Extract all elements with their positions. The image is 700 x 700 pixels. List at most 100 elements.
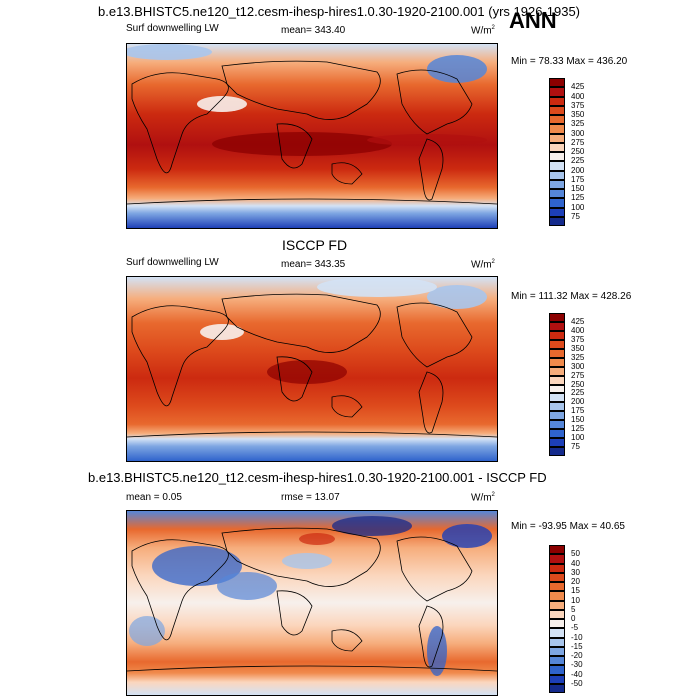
colorbar-tick-label: 150 <box>571 184 585 193</box>
colorbar-box <box>549 411 565 421</box>
colorbar-box <box>549 582 565 592</box>
colorbar-tick-label: 0 <box>571 614 576 623</box>
colorbar-box <box>549 628 565 638</box>
colorbar-tick-label: 50 <box>571 549 580 559</box>
colorbar-box <box>549 545 565 555</box>
colorbar-tick-label: 325 <box>571 119 585 129</box>
colorbar-box <box>549 563 565 573</box>
colorbar-tick-label: 425 <box>571 316 585 326</box>
colorbar-tick-label: -5 <box>571 623 579 633</box>
colorbar-tick-label: 10 <box>571 595 580 605</box>
colorbar-box <box>549 357 565 367</box>
colorbar-box <box>549 591 565 601</box>
figure-title: b.e13.BHISTC5.ne120_t12.cesm-ihesp-hires… <box>98 4 581 19</box>
colorbar-box <box>549 124 565 134</box>
colorbar-tick-label: 125 <box>571 424 585 434</box>
panel2-map <box>126 276 498 462</box>
colorbar-tick-label: 400 <box>571 91 585 101</box>
colorbar-tick-label: 300 <box>571 361 585 371</box>
colorbar-box <box>549 152 565 162</box>
panel3-title: b.e13.BHISTC5.ne120_t12.cesm-ihesp-hires… <box>88 470 547 485</box>
colorbar-tick-label: 150 <box>571 415 585 425</box>
colorbar-box <box>549 438 565 448</box>
colorbar-tick-label: 20 <box>571 577 580 586</box>
colorbar-box <box>549 216 565 226</box>
colorbar-tick-label: -10 <box>571 632 583 642</box>
colorbar-box <box>549 609 565 619</box>
colorbar-tick-label: 40 <box>571 558 580 568</box>
colorbar-box <box>549 375 565 385</box>
colorbar-tick-label: 225 <box>571 388 585 398</box>
colorbar-box <box>549 572 565 582</box>
colorbar-box <box>549 554 565 564</box>
season-label: ANN <box>509 8 557 33</box>
colorbar-tick-label: 250 <box>571 379 585 389</box>
panel3-rmse: rmse = 13.07 <box>281 492 340 503</box>
colorbar-box <box>549 313 565 322</box>
colorbar-box <box>549 87 565 97</box>
colorbar-tick-label: 225 <box>571 156 585 166</box>
colorbar-tick-label: 375 <box>571 100 585 110</box>
colorbar-tick-label: 275 <box>571 370 585 380</box>
colorbar-tick-label: 15 <box>571 586 580 596</box>
panel1-minmax: Min = 78.33 Max = 436.20 <box>511 56 628 67</box>
colorbar-box <box>549 646 565 656</box>
colorbar-box <box>549 447 565 456</box>
colorbar-box <box>549 330 565 340</box>
colorbar-box <box>549 619 565 629</box>
colorbar-box <box>549 665 565 675</box>
colorbar-box <box>549 78 565 88</box>
colorbar-box <box>549 402 565 412</box>
colorbar-box <box>549 393 565 403</box>
colorbar-box <box>549 96 565 106</box>
colorbar-box <box>549 115 565 125</box>
colorbar-tick-label: 100 <box>571 433 585 443</box>
panel1-units: W/m2 <box>471 25 495 37</box>
colorbar-tick-label: 100 <box>571 202 585 212</box>
colorbar-tick-label: 200 <box>571 397 585 407</box>
colorbar-tick-label: 175 <box>571 174 585 184</box>
colorbar-box <box>549 339 565 349</box>
panel3-mean: mean = 0.05 <box>126 492 182 503</box>
colorbar-box <box>549 683 565 693</box>
colorbar-tick-label: 250 <box>571 147 585 156</box>
colorbar-tick-label: -15 <box>571 641 583 651</box>
panel3-minmax: Min = -93.95 Max = 40.65 <box>511 521 625 532</box>
panel2-mean: mean= 343.35 <box>281 259 346 270</box>
colorbar-tick-label: 5 <box>571 604 576 614</box>
colorbar-box <box>549 366 565 376</box>
colorbar-box <box>549 189 565 199</box>
colorbar-tick-label: 275 <box>571 137 585 147</box>
panel1-mean: mean= 343.40 <box>281 25 346 36</box>
panel2-variable-label: Surf downwelling LW <box>126 257 219 268</box>
colorbar-box <box>549 348 565 358</box>
colorbar-box <box>549 429 565 439</box>
colorbar-tick-label: 375 <box>571 334 585 344</box>
colorbar-tick-label: 425 <box>571 82 585 92</box>
colorbar-box <box>549 133 565 143</box>
panel2-colorbar: 425 400 375 350 325 300 275 250 225 200 175 150 125 1… <box>549 313 584 456</box>
colorbar-box <box>549 105 565 115</box>
colorbar-box <box>549 207 565 217</box>
colorbar-tick-label: -50 <box>571 678 583 688</box>
colorbar-box <box>549 384 565 394</box>
colorbar-tick-label: 300 <box>571 128 585 138</box>
panel3-colorbar: 50 40 30 20 15 10 5 0 -5 -10 -15 -20 -30 -40 -50 <box>549 545 583 693</box>
panel1-map <box>126 43 498 229</box>
colorbar-box <box>549 179 565 189</box>
colorbar-box <box>549 142 565 152</box>
panel1-variable-label: Surf downwelling LW <box>126 23 219 34</box>
colorbar-tick-label: -30 <box>571 660 583 670</box>
colorbar-tick-label: 350 <box>571 110 585 119</box>
colorbar-box <box>549 637 565 647</box>
colorbar-tick-label: 175 <box>571 406 585 416</box>
colorbar-box <box>549 321 565 331</box>
panel1-colorbar: 425 400 375 350 325 300 275 250 225 200 175 150 125 1… <box>549 78 584 226</box>
colorbar-tick-label: 125 <box>571 193 585 203</box>
panel2-units: W/m2 <box>471 259 495 271</box>
colorbar-tick-label: 75 <box>571 211 580 221</box>
colorbar-tick-label: 400 <box>571 325 585 335</box>
colorbar-tick-label: 75 <box>571 442 580 452</box>
panel2-title: ISCCP FD <box>282 237 348 253</box>
colorbar-box <box>549 198 565 208</box>
